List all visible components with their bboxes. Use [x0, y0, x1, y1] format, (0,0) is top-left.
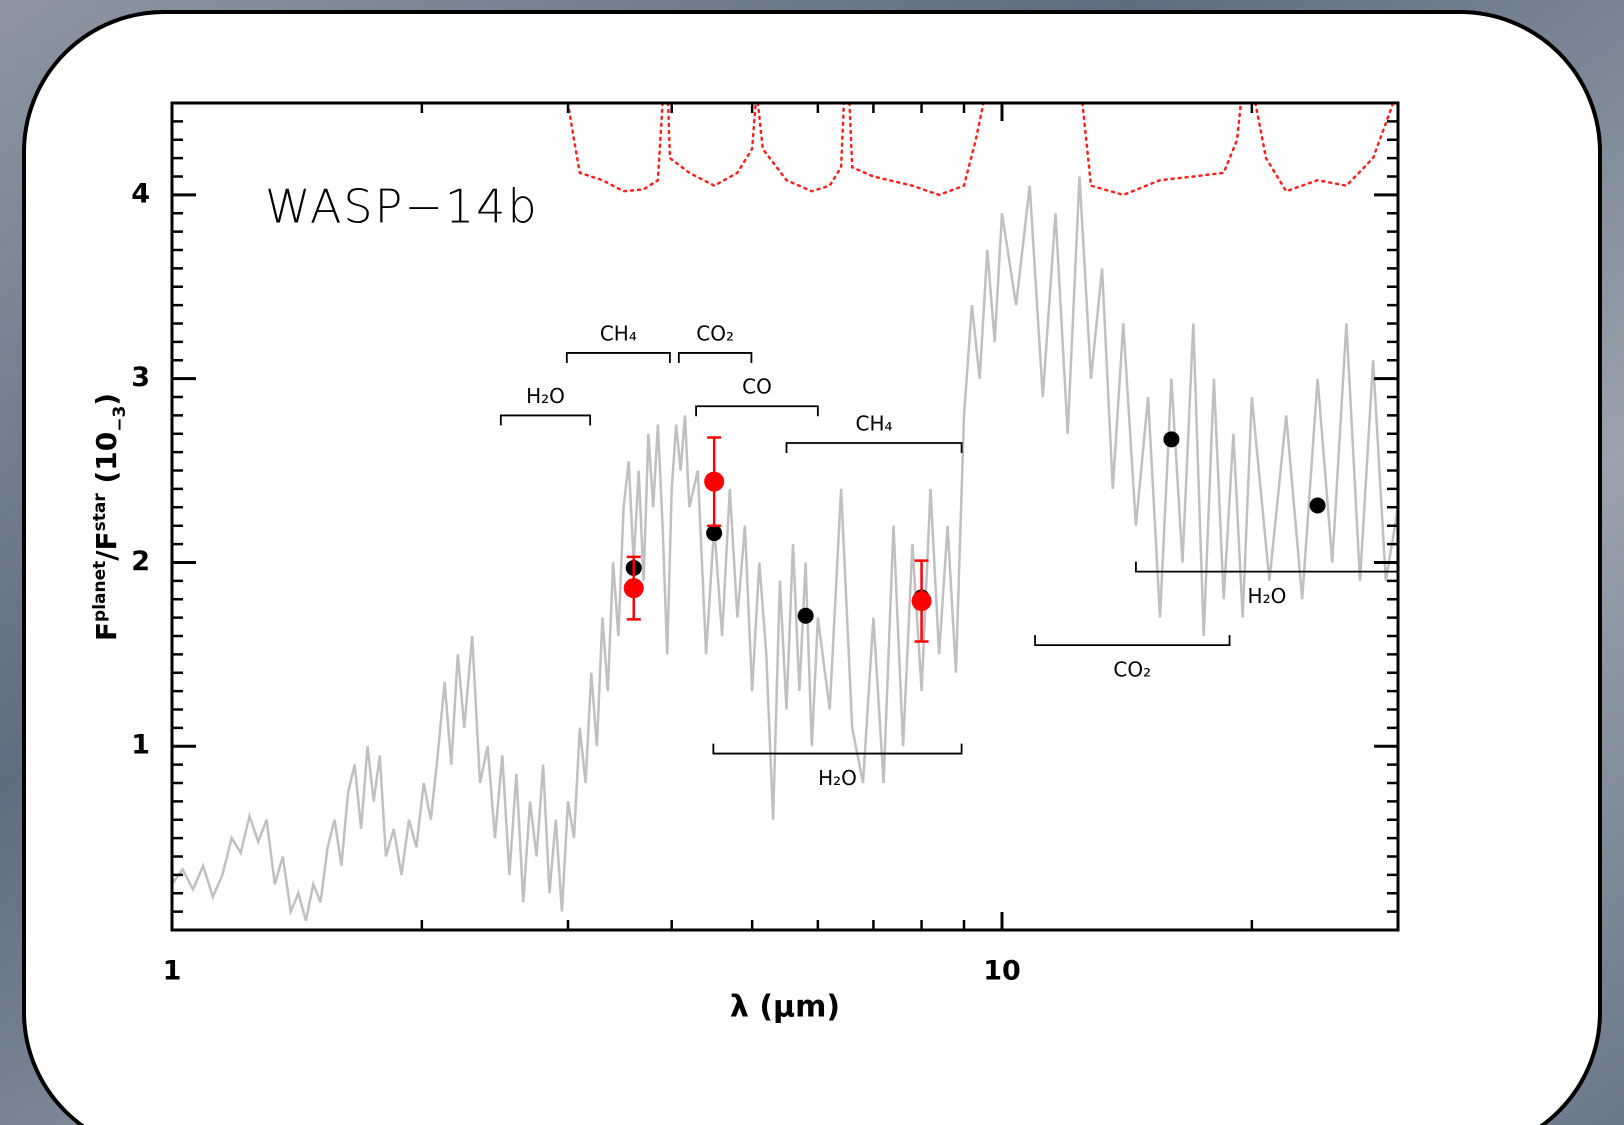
band-label: CO: [742, 375, 772, 399]
chart: WASP−14b λ (μm) Fplanet/Fstar (10−3) H₂O…: [0, 0, 1624, 1125]
data-point: [912, 591, 932, 611]
band-label: CH₄: [856, 411, 893, 435]
band-label: CO₂: [1113, 658, 1151, 682]
y-tick-label: 4: [131, 178, 150, 209]
y-axis-label-part: planet: [90, 561, 110, 622]
y-tick-label: 3: [131, 362, 150, 393]
y-axis-label-part: −3: [110, 406, 130, 432]
y-tick-label: 2: [131, 546, 150, 577]
panel: [24, 12, 1600, 1125]
x-axis-label: λ (μm): [730, 990, 840, 1025]
band-label: H₂O: [1248, 584, 1287, 608]
data-point: [1163, 431, 1179, 447]
data-point: [798, 608, 814, 624]
band-label: CH₄: [600, 321, 637, 345]
x-tick-label: 10: [983, 956, 1021, 987]
page: {"chart_data": { "type": "line", "title"…: [0, 0, 1624, 1125]
data-point: [706, 525, 722, 541]
chart-title: WASP−14b: [265, 180, 539, 234]
data-point: [704, 472, 724, 492]
band-label: H₂O: [818, 766, 857, 790]
y-axis-label-part: /F: [90, 531, 123, 560]
y-axis-label-part: ): [90, 393, 123, 406]
y-axis-label-part: (10: [90, 432, 123, 494]
band-label: CO₂: [696, 321, 734, 345]
data-point: [624, 578, 644, 598]
data-point: [1310, 497, 1326, 513]
y-axis-label-part: star: [90, 493, 110, 532]
y-axis-label-part: F: [90, 622, 123, 641]
band-label: H₂O: [526, 384, 565, 408]
y-tick-label: 1: [131, 730, 150, 761]
x-tick-label: 1: [163, 956, 182, 987]
